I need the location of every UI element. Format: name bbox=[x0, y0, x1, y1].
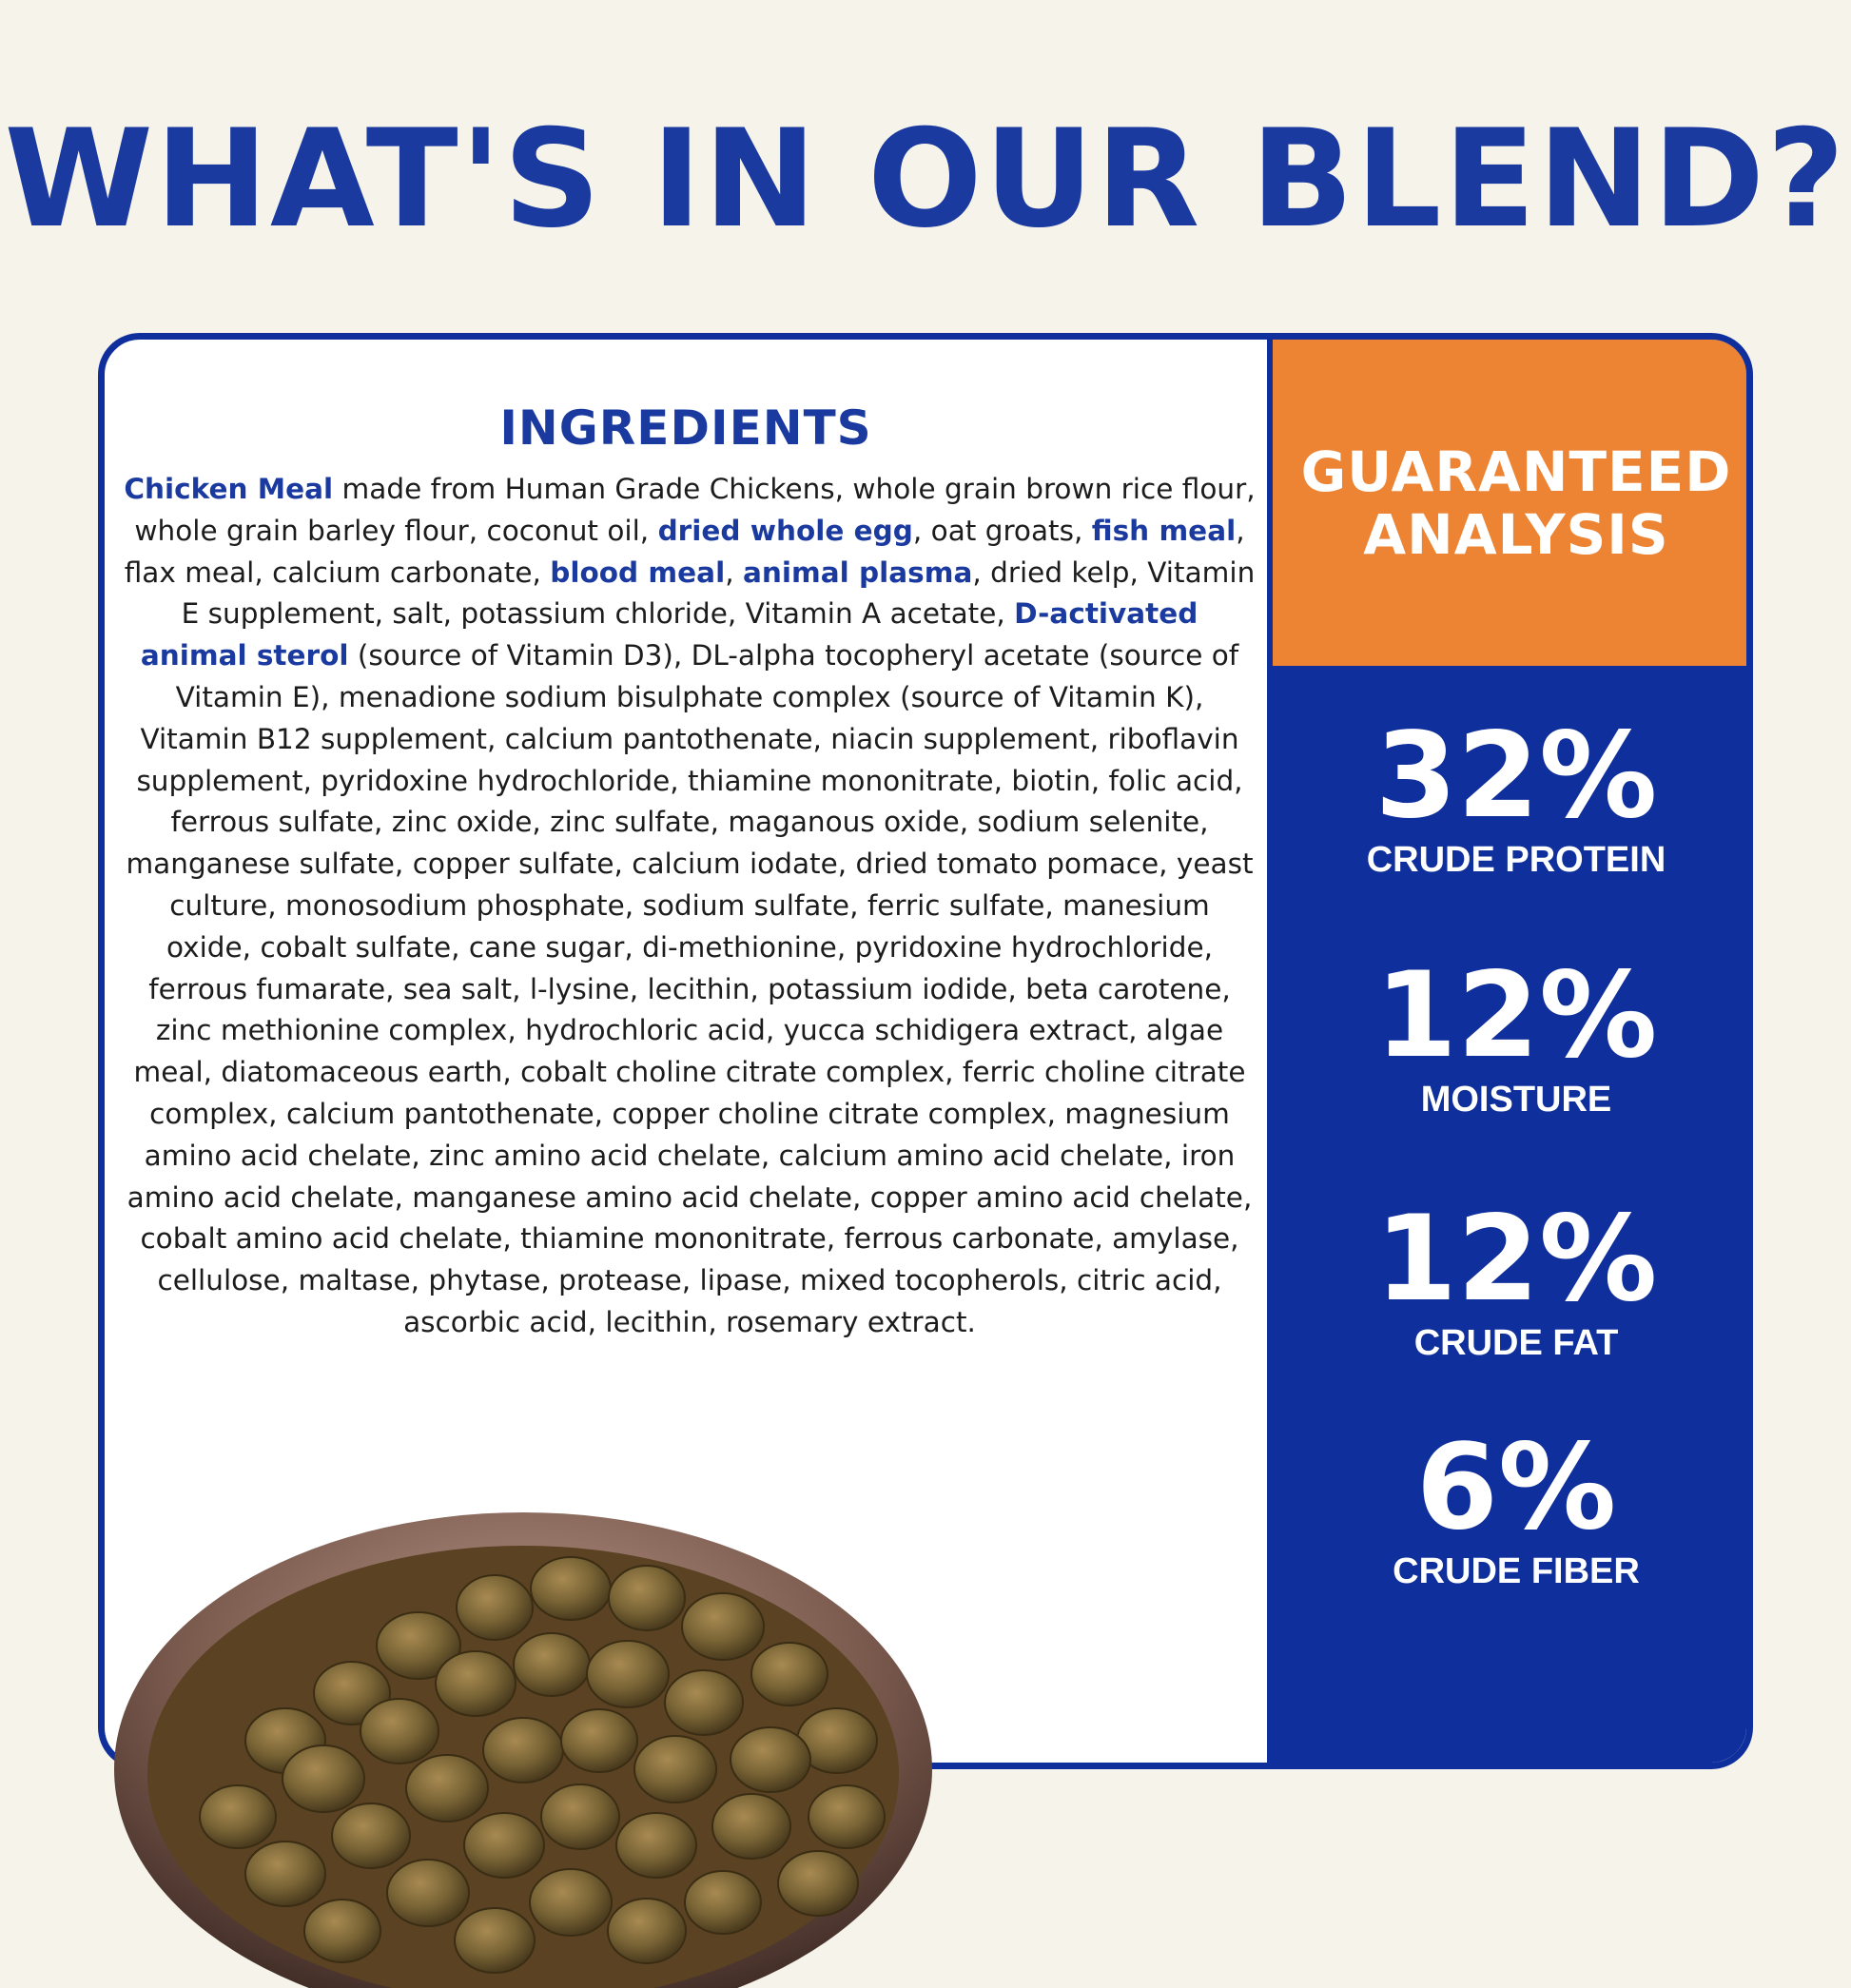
ingredient-highlight: Chicken Meal bbox=[124, 473, 334, 505]
stat-crude-fiber: 6% CRUDE FIBER bbox=[1273, 1419, 1746, 1592]
ingredient-text: , flax meal, calcium carbonate, bbox=[124, 514, 1245, 589]
stat-label: MOISTURE bbox=[1420, 1080, 1612, 1120]
ingredient-text: , dried kelp, Vitamin E supplement, salt… bbox=[181, 555, 1256, 631]
ingredient-highlight: dried whole egg bbox=[657, 514, 913, 547]
stat-crude-fat: 12% CRUDE FAT bbox=[1273, 1191, 1746, 1364]
stat-moisture: 12% MOISTURE bbox=[1273, 947, 1746, 1121]
stat-label: CRUDE PROTEIN bbox=[1366, 840, 1666, 880]
stat-value: 6% bbox=[1415, 1419, 1617, 1556]
stat-value: 12% bbox=[1374, 1191, 1658, 1328]
ingredients-panel: INGREDIENTS Chicken Meal made from Human… bbox=[105, 340, 1267, 1763]
analysis-header: GUARANTEED ANALYSIS bbox=[1273, 340, 1746, 666]
ingredient-highlight: fish meal bbox=[1091, 514, 1237, 547]
blend-info-card: INGREDIENTS Chicken Meal made from Human… bbox=[98, 333, 1753, 1769]
stat-value: 32% bbox=[1374, 708, 1658, 845]
page-headline: WHAT'S IN OUR BLEND? bbox=[4, 101, 1847, 258]
ingredient-text: (source of Vitamin D3), DL-alpha tocophe… bbox=[126, 639, 1254, 1338]
ingredients-title: INGREDIENTS bbox=[499, 400, 872, 456]
analysis-title: GUARANTEED ANALYSIS bbox=[1301, 440, 1732, 566]
dog-food-bowl-image bbox=[114, 1512, 932, 1988]
analysis-title-line1: GUARANTEED bbox=[1300, 439, 1732, 504]
stat-value: 12% bbox=[1374, 947, 1658, 1084]
ingredients-list: Chicken Meal made from Human Grade Chick… bbox=[124, 469, 1256, 1344]
ingredient-highlight: blood meal bbox=[550, 555, 726, 589]
analysis-title-line2: ANALYSIS bbox=[1363, 501, 1669, 567]
stat-crude-protein: 32% CRUDE PROTEIN bbox=[1273, 708, 1746, 881]
ingredient-text: made from Human Grade Chickens, whole gr… bbox=[134, 473, 1256, 547]
stat-label: CRUDE FIBER bbox=[1393, 1551, 1640, 1591]
ingredient-highlight: animal plasma bbox=[742, 555, 973, 589]
guaranteed-analysis-panel: GUARANTEED ANALYSIS 32% CRUDE PROTEIN 12… bbox=[1273, 340, 1746, 1763]
ingredient-text: , oat groats, bbox=[912, 514, 1092, 547]
ingredient-highlight: D-activated animal sterol bbox=[140, 597, 1198, 672]
stat-label: CRUDE FAT bbox=[1413, 1323, 1619, 1363]
panel-divider bbox=[1267, 340, 1273, 1763]
ingredient-text: , bbox=[725, 555, 743, 589]
